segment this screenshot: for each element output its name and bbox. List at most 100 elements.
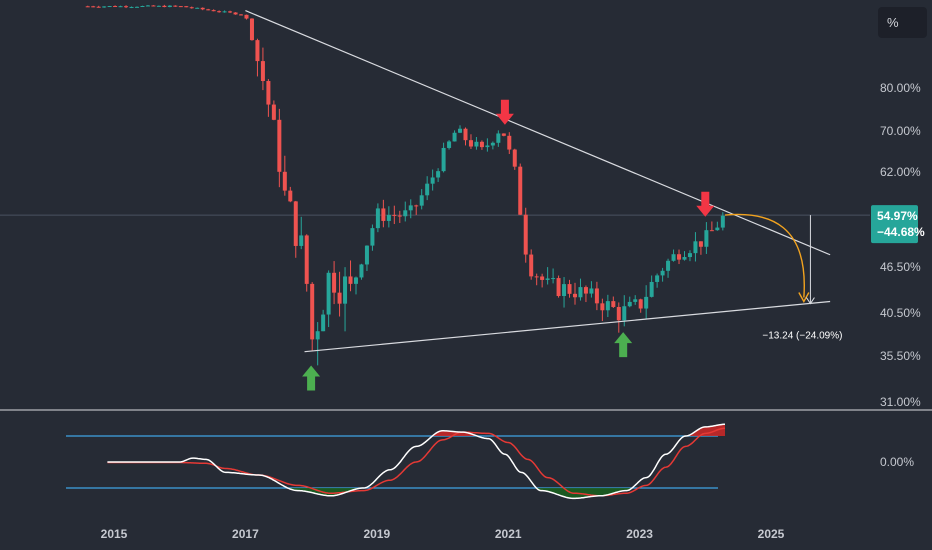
candle-body	[173, 5, 178, 7]
candle-body	[507, 135, 512, 150]
candle-body	[529, 254, 534, 277]
candle-body	[162, 5, 167, 8]
candle-body	[490, 142, 495, 146]
candle-body	[578, 287, 583, 298]
oscillator-fast-line	[107, 423, 725, 500]
candle-body	[397, 215, 402, 217]
candle-body	[293, 201, 298, 246]
candle-body	[633, 299, 638, 302]
candle-body	[315, 331, 320, 340]
projection-path	[724, 213, 805, 298]
candle-body	[178, 6, 183, 8]
candle-body	[671, 254, 676, 261]
candle-body	[386, 214, 391, 221]
candle-body	[156, 5, 161, 7]
y-tick-label: 70.00%	[880, 124, 921, 138]
candle-body	[425, 183, 430, 196]
candle-body	[85, 6, 90, 8]
candle-body	[441, 147, 446, 172]
candle-body	[562, 284, 567, 297]
candle-body	[479, 141, 484, 148]
candle-body	[567, 284, 572, 294]
candle-body	[239, 14, 244, 16]
candle-body	[485, 145, 490, 148]
candle-body	[715, 227, 720, 231]
candle-body	[468, 140, 473, 147]
candle-body	[496, 133, 501, 143]
candle-body	[583, 287, 588, 294]
candle-body	[364, 245, 369, 265]
candle-body	[430, 177, 435, 184]
candles	[85, 4, 725, 366]
candle-body	[458, 128, 463, 133]
candle-body	[682, 257, 687, 260]
x-tick-label: 2019	[363, 527, 390, 541]
candle-body	[96, 6, 101, 8]
candle-body	[145, 5, 150, 7]
price-label-box	[871, 205, 918, 244]
candle-body	[200, 7, 205, 10]
candle-body	[660, 270, 665, 276]
sell-signal-arrow-icon	[696, 191, 715, 217]
candle-body	[266, 81, 271, 105]
measure-arrowhead-icon	[806, 297, 815, 305]
candle-body	[474, 141, 479, 147]
price-label-change: −44.68%	[877, 225, 925, 239]
percent-scale-button[interactable]: %	[878, 7, 927, 38]
oscillator-axis-label: 0.00%	[880, 455, 914, 469]
x-tick-label: 2023	[626, 527, 653, 541]
candle-body	[381, 208, 386, 221]
oscillator-zone-fill	[288, 488, 363, 496]
x-tick-label: 2021	[495, 527, 522, 541]
candle-body	[228, 11, 233, 13]
candle-body	[463, 128, 468, 141]
oscillator-zone-fill	[686, 424, 726, 436]
candle-body	[720, 215, 725, 228]
x-tick-label: 2017	[232, 527, 259, 541]
candle-body	[540, 276, 545, 280]
candle-body	[644, 296, 649, 309]
candle-body	[277, 119, 282, 172]
candle-body	[687, 253, 692, 258]
trendline	[245, 10, 831, 256]
candle-body	[551, 278, 556, 280]
candle-body	[343, 276, 348, 304]
candle-body	[348, 276, 353, 284]
candle-body	[638, 299, 643, 309]
price-label-value: 54.97%	[877, 209, 918, 223]
candle-body	[211, 10, 216, 12]
candle-body	[436, 171, 441, 178]
candle-body	[447, 141, 452, 148]
candle-body	[184, 6, 189, 8]
y-tick-label: 31.00%	[880, 395, 921, 409]
candle-body	[222, 11, 227, 13]
candle-body	[677, 254, 682, 260]
candle-body	[359, 264, 364, 278]
candle-body	[594, 288, 599, 304]
x-tick-label: 2015	[101, 527, 128, 541]
candle-body	[556, 278, 561, 297]
y-tick-label: 80.00%	[880, 81, 921, 95]
candle-body	[501, 133, 506, 136]
candle-body	[299, 235, 304, 246]
candle-body	[655, 275, 660, 282]
candle-body	[332, 272, 337, 293]
candle-body	[693, 241, 698, 254]
candle-body	[414, 205, 419, 207]
candle-body	[113, 6, 118, 8]
y-tick-label: 40.50%	[880, 306, 921, 320]
candle-body	[605, 301, 610, 311]
candle-body	[353, 277, 358, 284]
candle-body	[392, 214, 397, 216]
oscillator-zone-fill	[433, 430, 477, 436]
oscillator-zone-fill	[537, 488, 632, 499]
measure-label: −13.24 (−24.09%)	[762, 331, 842, 342]
candle-body	[337, 292, 342, 304]
candle-body	[189, 7, 194, 9]
candle-body	[271, 104, 276, 120]
candle-body	[217, 11, 222, 13]
candle-body	[403, 210, 408, 217]
candle-body	[124, 6, 129, 8]
candle-body	[304, 235, 309, 284]
